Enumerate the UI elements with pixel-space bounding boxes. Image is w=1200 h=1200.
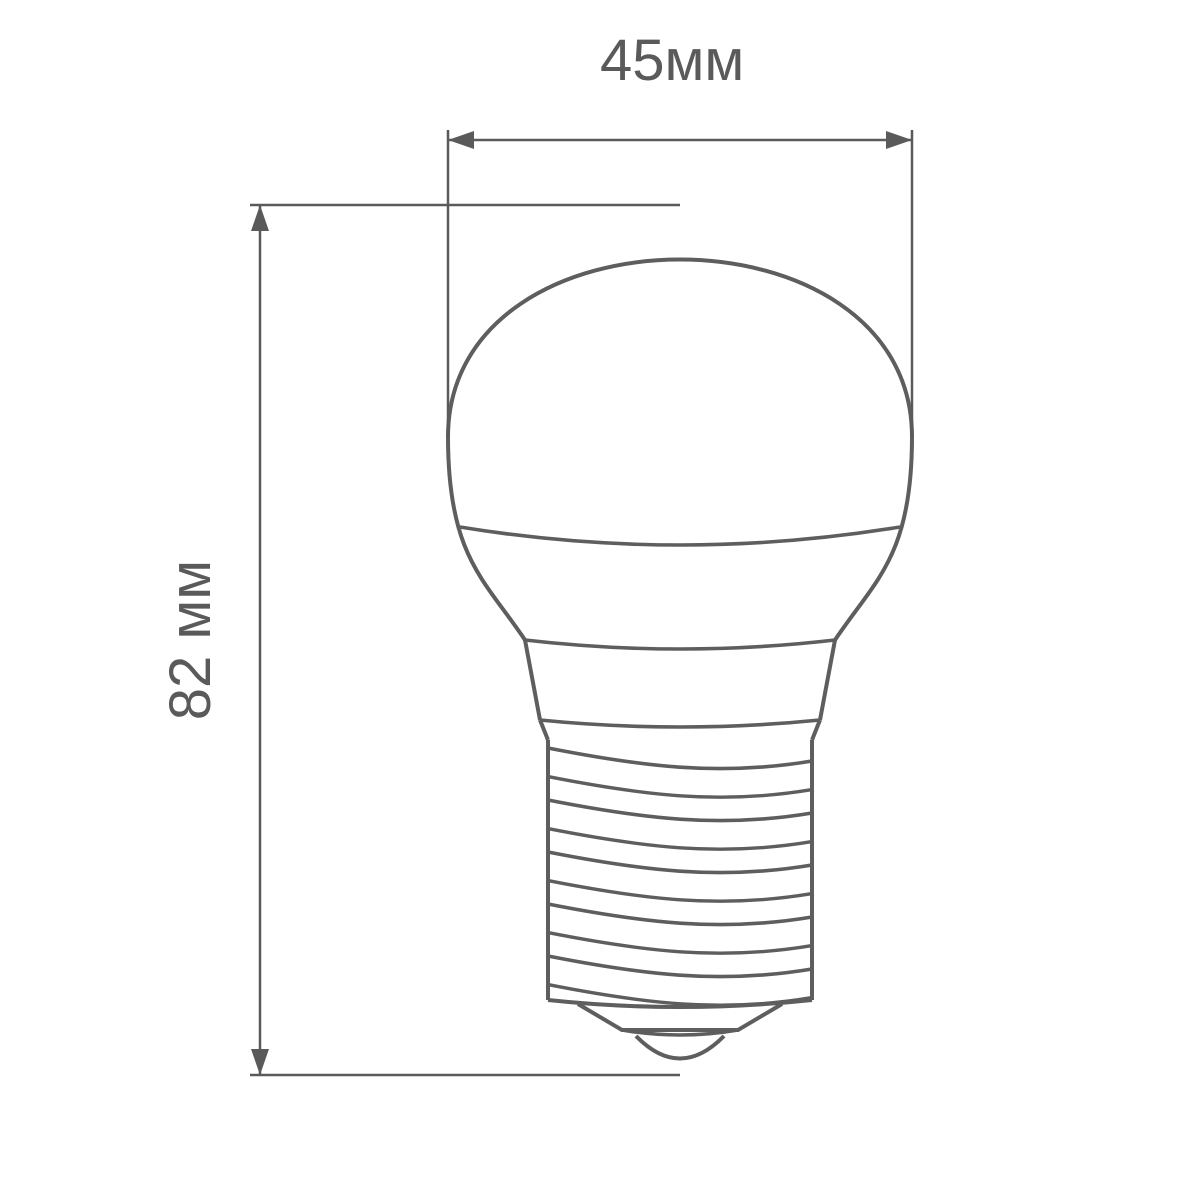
thread-ridge — [548, 933, 812, 954]
thread-ridge — [548, 829, 812, 850]
bulb-globe — [448, 260, 912, 640]
bulb-neck-sides — [525, 640, 835, 720]
width-label: 45мм — [600, 28, 744, 93]
collar-top — [525, 640, 835, 649]
thread-ridge — [548, 800, 812, 821]
globe-seam — [460, 527, 900, 545]
bulb-dimension-diagram: 45мм 82 мм — [0, 0, 1200, 1200]
thread-ridge — [548, 956, 812, 977]
thread-ridge — [548, 852, 812, 873]
height-label: 82 мм — [158, 560, 223, 720]
arrowhead — [251, 1049, 269, 1075]
thread-ridge — [548, 904, 812, 925]
arrowhead — [448, 131, 474, 149]
arrowhead — [251, 205, 269, 231]
collar-bottom — [540, 720, 820, 727]
arrowhead — [886, 131, 912, 149]
thread-ridge — [548, 748, 812, 769]
thread-ridge — [548, 881, 812, 902]
tip-contact — [636, 1036, 724, 1059]
thread-ridge — [548, 777, 812, 798]
